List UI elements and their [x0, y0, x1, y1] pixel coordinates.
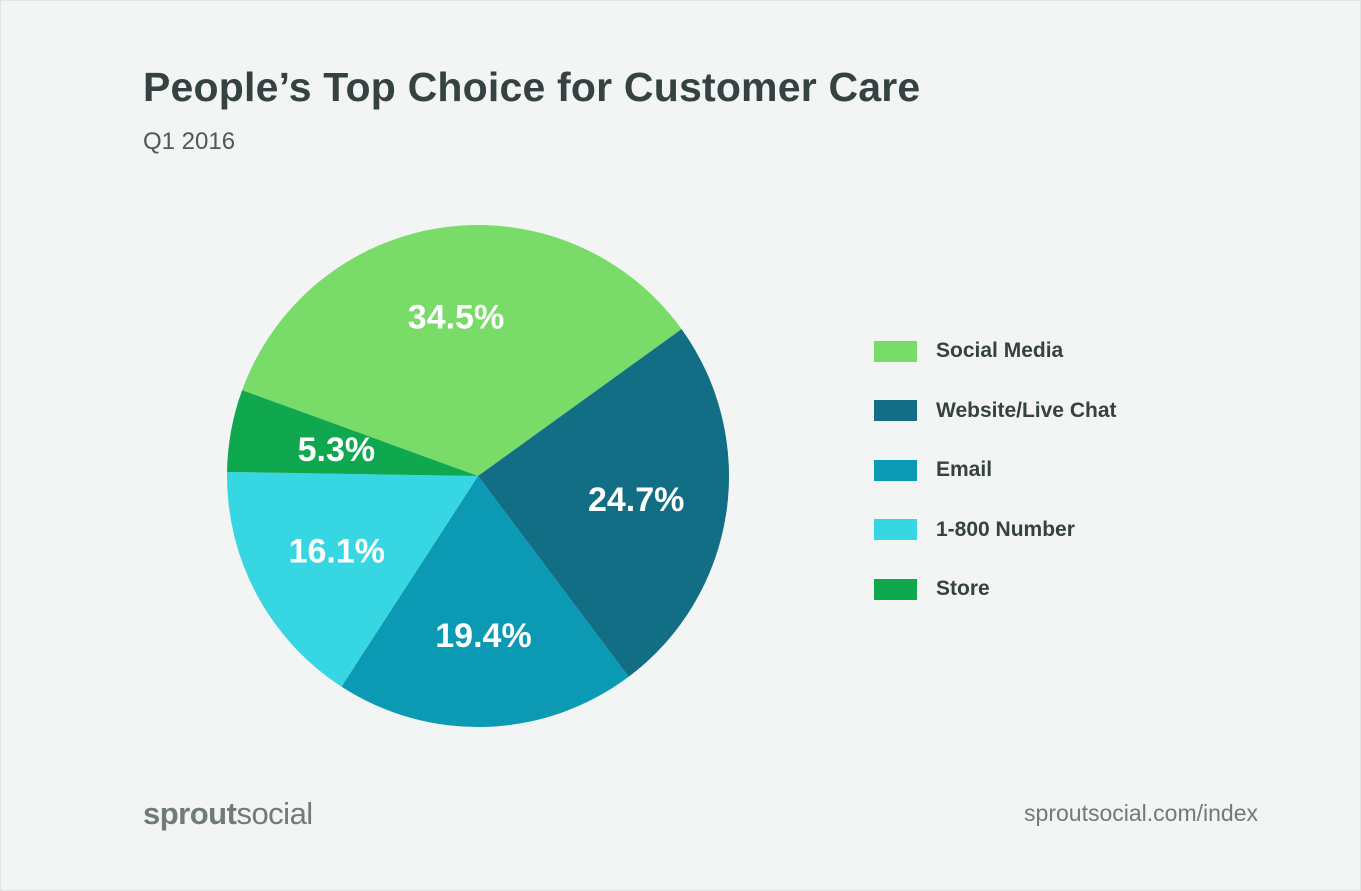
pie-slice-value-label: 16.1% [289, 532, 385, 570]
footer-url: sproutsocial.com/index [1024, 800, 1258, 826]
legend-swatch [874, 578, 917, 600]
legend-swatch [874, 400, 917, 421]
legend-item-social-media: Social Media [874, 336, 1117, 366]
legend-item-email: Email [874, 455, 1117, 485]
pie-slice-value-label: 5.3% [298, 431, 376, 469]
legend-label: 1-800 Number [936, 517, 1075, 541]
legend-swatch [874, 459, 917, 481]
legend-item-website-live-chat: Website/Live Chat [874, 396, 1117, 426]
pie-slice-value-label: 19.4% [435, 617, 531, 655]
legend-swatch [874, 519, 917, 540]
legend-item-store: Store [874, 574, 1117, 604]
pie-slice-value-label: 34.5% [408, 299, 504, 337]
pie-slice-value-label: 24.7% [588, 481, 684, 519]
legend-swatch [874, 340, 917, 362]
chart-title: People’s Top Choice for Customer Care [143, 64, 921, 110]
pie-slice-social-media [242, 225, 682, 476]
legend-label: Email [936, 458, 993, 481]
pie-slice-store [227, 390, 478, 476]
legend-item-1-800-number: 1-800 Number [874, 515, 1117, 545]
chart-legend: Social Media Website/Live Chat Email 1-8… [874, 336, 1117, 634]
pie-slice-website-live-chat [478, 329, 729, 677]
logo-text-bold: sprout [143, 796, 237, 831]
legend-label: Social Media [936, 339, 1064, 362]
logo-text-regular: social [236, 796, 313, 831]
chart-subtitle: Q1 2016 [143, 128, 236, 155]
legend-label: Website/Live Chat [936, 398, 1117, 422]
sprout-social-logo: sproutsocial [143, 796, 313, 832]
pie-slice-email [341, 476, 629, 727]
legend-label: Store [936, 577, 990, 600]
pie-slice-1-800-number [226, 471, 478, 687]
